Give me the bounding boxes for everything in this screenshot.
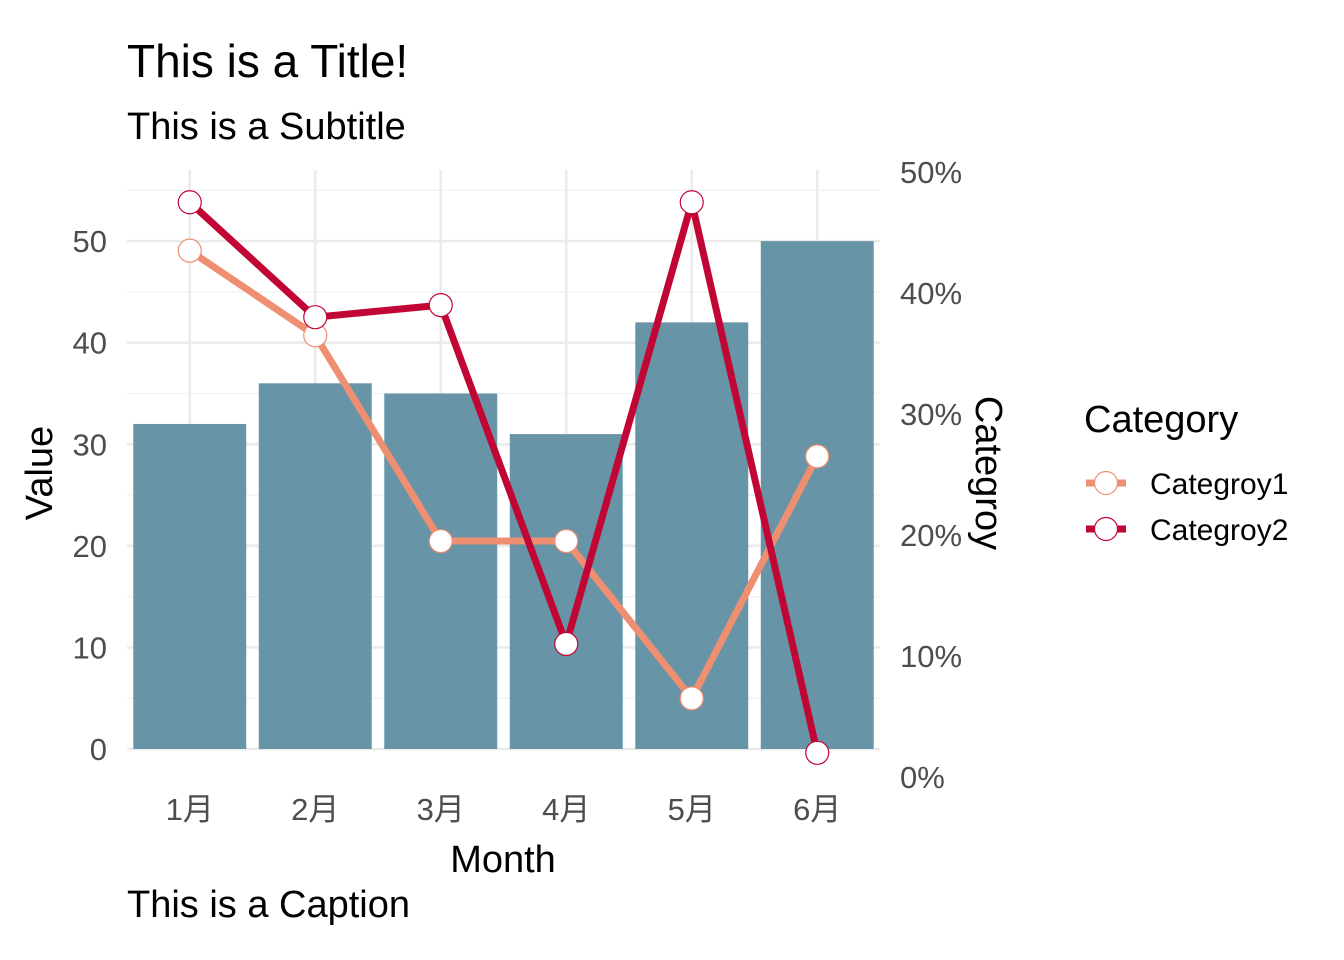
series-line [187, 247, 821, 702]
y-axis-title: Value [19, 426, 61, 520]
data-point [177, 238, 202, 263]
bar [133, 423, 247, 749]
y-tick-label: 30 [73, 427, 107, 462]
legend-title: Category [1084, 399, 1238, 441]
legend-item: Categroy2 [1086, 514, 1288, 547]
data-point [303, 305, 328, 330]
y-tick-label: 50 [73, 224, 107, 259]
x-tick-label: 4月 [542, 792, 590, 827]
data-point [679, 686, 704, 711]
series-lines [187, 198, 821, 754]
data-point [805, 444, 830, 469]
x-tick-label: 1月 [166, 792, 214, 827]
x-tick-label: 2月 [291, 792, 339, 827]
legend-items: Categroy1 Categroy2 [1086, 468, 1288, 547]
y2-tick-label: 50% [900, 155, 962, 190]
bar [258, 383, 372, 749]
x-tick-label: 5月 [668, 792, 716, 827]
y2-tick-label: 30% [900, 397, 962, 432]
y-axis-ticks: 0 10 20 30 40 50 [73, 224, 107, 767]
legend-label: Categroy1 [1150, 468, 1288, 501]
series-points [177, 190, 830, 765]
chart-title: This is a Title! [127, 35, 408, 87]
y-tick-label: 10 [73, 630, 107, 665]
y2-axis-title: Categroy [967, 396, 1009, 550]
x-axis-title: Month [450, 839, 556, 881]
data-point [177, 190, 202, 215]
legend: Category Categroy1 Categroy2 [1084, 399, 1288, 547]
y-tick-label: 0 [90, 732, 107, 767]
legend-key-point [1093, 470, 1119, 496]
y2-tick-label: 10% [900, 639, 962, 674]
legend-key-point [1093, 516, 1119, 542]
y2-tick-label: 40% [900, 276, 962, 311]
y-tick-label: 40 [73, 326, 107, 361]
legend-item: Categroy1 [1086, 468, 1288, 501]
data-point [554, 631, 579, 657]
bar [760, 241, 874, 749]
data-point [679, 190, 704, 215]
chart-caption: This is a Caption [127, 884, 410, 926]
y2-tick-label: 0% [900, 760, 945, 795]
legend-label: Categroy2 [1150, 514, 1288, 547]
x-axis-ticks: 1月 2月 3月 4月 5月 6月 [166, 792, 842, 827]
y-tick-label: 20 [73, 529, 107, 564]
data-point [428, 293, 453, 318]
data-point [428, 528, 453, 554]
bar [384, 393, 498, 749]
series-line [187, 198, 821, 754]
x-tick-label: 6月 [793, 792, 841, 827]
data-point [805, 740, 830, 765]
bar [635, 322, 749, 749]
data-point [554, 528, 579, 554]
y2-axis-ticks: 0% 10% 20% 30% 40% 50% [900, 155, 962, 795]
bars [133, 241, 874, 749]
x-tick-label: 3月 [417, 792, 465, 827]
chart-subtitle: This is a Subtitle [127, 106, 406, 148]
y2-tick-label: 20% [900, 518, 962, 553]
